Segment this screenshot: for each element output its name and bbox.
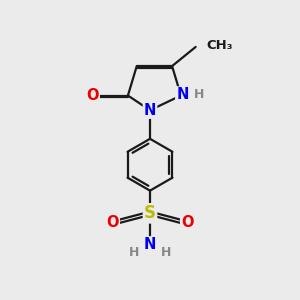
Text: N: N (144, 237, 156, 252)
Text: N: N (176, 87, 189, 102)
Text: H: H (129, 246, 139, 259)
Text: CH₃: CH₃ (206, 39, 232, 52)
Text: H: H (194, 88, 204, 101)
Text: O: O (86, 88, 99, 103)
Text: O: O (106, 214, 119, 230)
Text: N: N (144, 103, 156, 118)
Text: O: O (181, 214, 194, 230)
Text: H: H (161, 246, 171, 259)
Text: S: S (144, 204, 156, 222)
